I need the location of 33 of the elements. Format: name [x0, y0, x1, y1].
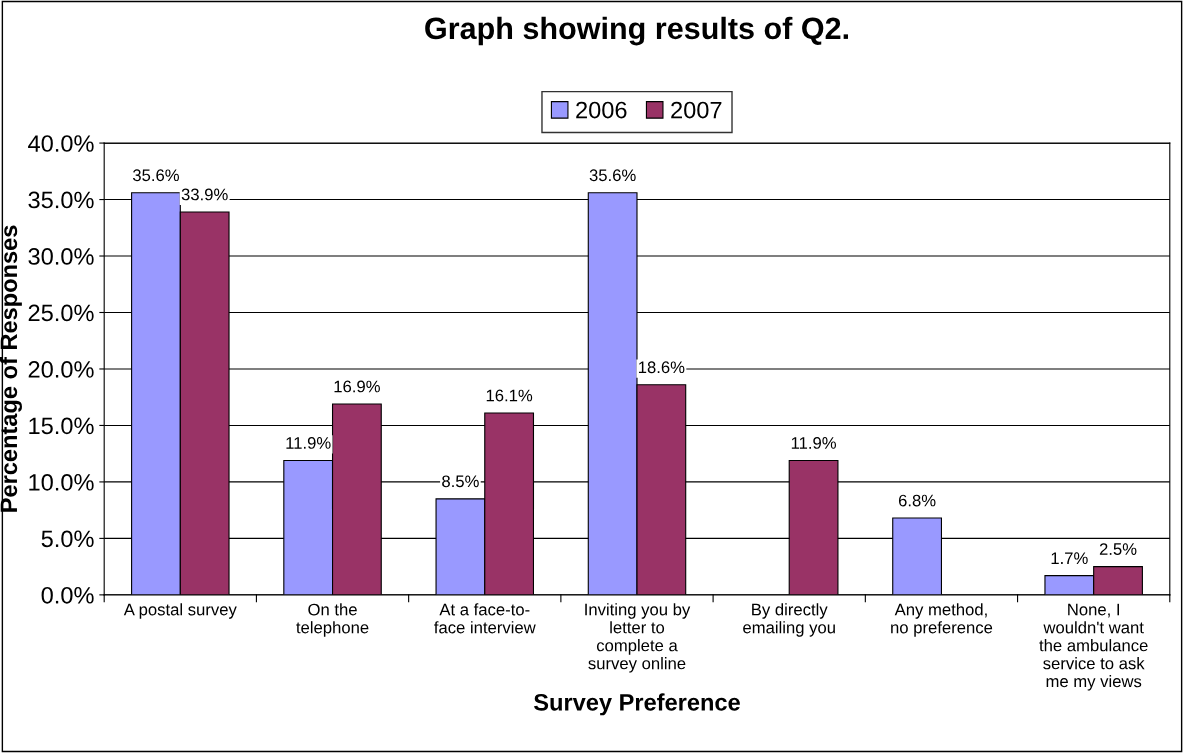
x-tick-label: None, I wouldn't want the ambulance service to ask me my views — [1039, 603, 1148, 691]
x-tick-label: Any method, no preference — [891, 603, 993, 637]
x-tick-label: By directly emailing you — [743, 603, 835, 637]
data-label: 35.6% — [132, 169, 179, 182]
chart-title: Graph showing results of Q2. — [425, 16, 848, 46]
x-axis-title: Survey Preference — [533, 693, 740, 716]
x-tick-label: On the telephone — [296, 603, 369, 637]
y-tick-label: 40.0% — [28, 135, 94, 152]
y-tick-label: 10.0% — [29, 473, 94, 491]
legend-label: 2006 — [576, 101, 627, 119]
y-tick-label: 30.0% — [28, 248, 94, 265]
y-tick-label: 15.0% — [29, 417, 94, 435]
x-tick-label: A postal survey — [123, 603, 237, 619]
data-label: 18.6% — [638, 361, 685, 374]
y-tick-label: 25.0% — [28, 304, 94, 322]
data-label: 1.7% — [1051, 552, 1088, 564]
legend-label: 2007 — [671, 101, 722, 119]
y-tick-label: 5.0% — [41, 530, 94, 548]
data-label: 11.9% — [286, 437, 331, 449]
data-label: 35.6% — [589, 169, 636, 182]
y-tick-label: 0.0% — [41, 586, 94, 604]
x-tick-label: At a face-to- face interview — [434, 603, 536, 634]
data-label: 33.9% — [181, 188, 228, 201]
data-label: 6.8% — [898, 494, 936, 507]
data-label: 2.5% — [1099, 543, 1137, 555]
x-tick-label: Inviting you by letter to complete a survey online — [585, 603, 691, 673]
y-tick-label: 20.0% — [28, 361, 94, 378]
data-label: 11.9% — [791, 437, 836, 449]
data-label: 8.5% — [442, 475, 479, 488]
y-tick-label: 35.0% — [28, 191, 94, 209]
data-label: 16.9% — [334, 380, 380, 393]
y-axis-title: Percentage of Responses — [0, 225, 22, 512]
data-label: 16.1% — [486, 389, 533, 402]
